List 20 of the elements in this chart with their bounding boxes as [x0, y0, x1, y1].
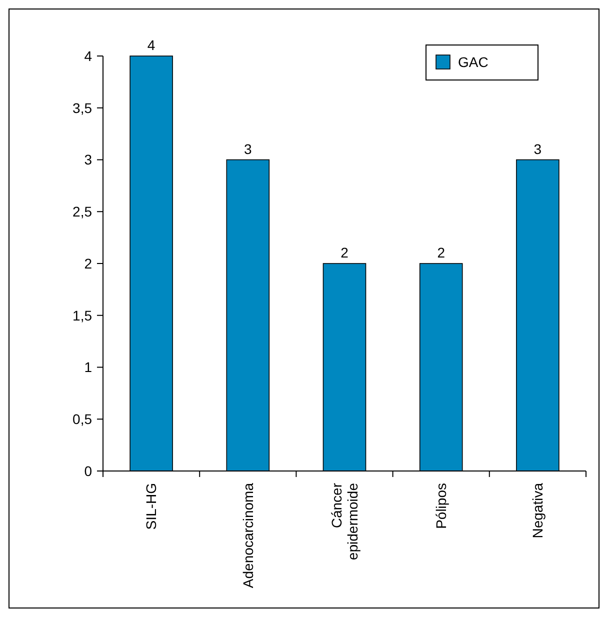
legend-label: GAC	[458, 54, 488, 70]
y-tick-label: 0	[84, 462, 92, 479]
x-tick-label: SIL-HG	[143, 483, 160, 530]
x-tick-label: Negativa	[530, 482, 546, 538]
x-tick-label: Pólipos	[433, 483, 449, 529]
y-tick-label: 2	[84, 255, 92, 272]
y-tick-label: 1,5	[72, 307, 92, 324]
x-tick-label: Adenocarcinoma	[240, 482, 256, 588]
y-tick-label: 2,5	[72, 204, 92, 220]
data-label: 3	[244, 140, 252, 157]
data-label: 2	[437, 244, 446, 260]
data-label: 2	[340, 244, 349, 260]
y-tick-label: 3,5	[72, 100, 92, 116]
y-tick-label: 3	[84, 152, 92, 168]
x-tick-label: Cáncer epidermoide	[328, 482, 360, 560]
data-label: 4	[147, 37, 156, 53]
y-tick-label: 4	[84, 48, 92, 64]
data-label: 3	[534, 140, 542, 157]
y-tick-label: 1	[84, 359, 92, 376]
y-tick-label: 0,5	[72, 411, 92, 428]
